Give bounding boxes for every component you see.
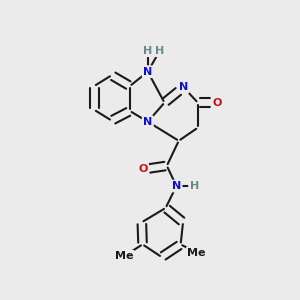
Text: N: N [143, 117, 152, 127]
Text: Me: Me [188, 248, 206, 258]
Text: O: O [212, 98, 221, 108]
Text: Me: Me [115, 251, 133, 261]
Text: N: N [172, 181, 181, 191]
Text: H: H [143, 46, 152, 56]
Text: H: H [155, 46, 164, 56]
Text: H: H [190, 181, 199, 191]
Text: N: N [143, 67, 152, 77]
Text: O: O [138, 164, 148, 174]
Text: N: N [179, 82, 188, 92]
